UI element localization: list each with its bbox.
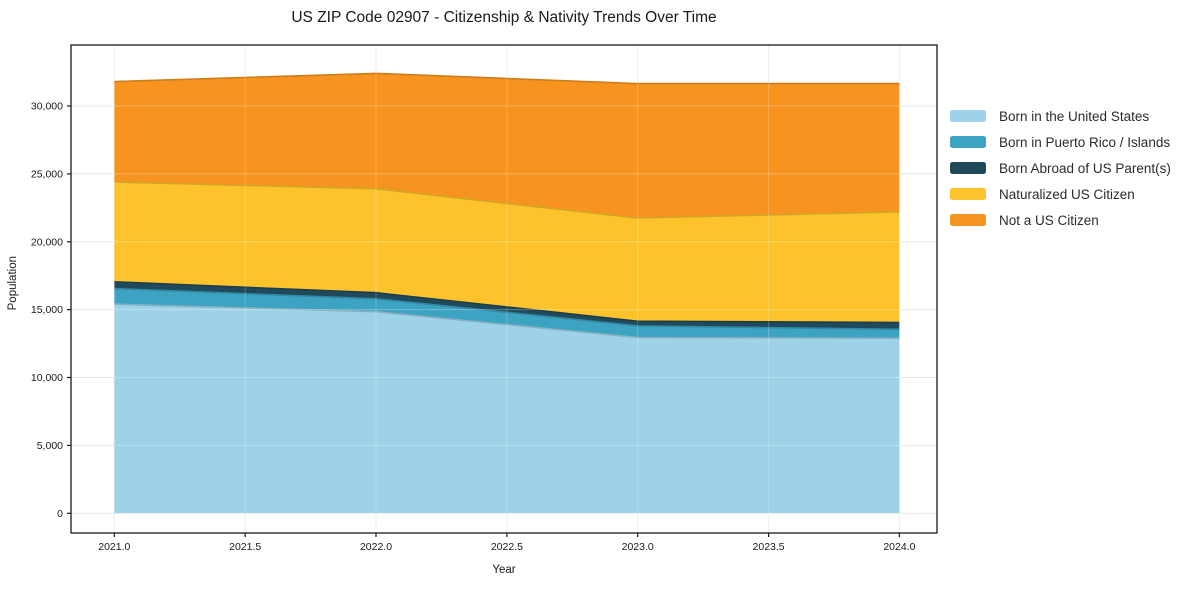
y-tick-label: 15,000 — [31, 304, 63, 316]
y-axis: 0 5,000 10,000 15,000 20,000 25,000 30,000 — [31, 101, 71, 520]
area-series-0 — [114, 304, 900, 514]
y-tick-label: 25,000 — [31, 168, 63, 180]
y-tick-label: 20,000 — [31, 236, 63, 248]
y-tick-label: 0 — [57, 508, 63, 520]
legend-swatch-icon — [950, 214, 986, 226]
x-tick-label: 2023.0 — [622, 541, 654, 553]
x-axis: 2021.0 2021.5 2022.0 2022.5 2023.0 2023.5 2024… — [98, 533, 916, 553]
legend-item-4: Not a US Citizen — [950, 207, 1171, 233]
plot-frame — [70, 44, 938, 534]
legend-swatch-icon — [950, 136, 986, 148]
area-series-4 — [114, 73, 900, 219]
legend-label: Naturalized US Citizen — [999, 186, 1135, 202]
legend-label: Born Abroad of US Parent(s) — [999, 160, 1171, 176]
chart-title: US ZIP Code 02907 - Citizenship & Nativi… — [291, 9, 717, 26]
area-series-2 — [114, 281, 900, 330]
legend-item-3: Naturalized US Citizen — [950, 181, 1171, 207]
legend-item-2: Born Abroad of US Parent(s) — [950, 155, 1171, 181]
stacked-areas — [114, 73, 900, 514]
x-tick-label: 2022.0 — [360, 541, 392, 553]
legend-swatch-icon — [950, 162, 986, 174]
legend-swatch-icon — [950, 188, 986, 200]
x-tick-label: 2021.5 — [229, 541, 261, 553]
y-tick-label: 5,000 — [37, 440, 63, 452]
x-axis-label: Year — [492, 564, 516, 576]
y-tick-label: 30,000 — [31, 101, 63, 113]
legend-label: Not a US Citizen — [999, 212, 1099, 228]
x-tick-label: 2021.0 — [98, 541, 130, 553]
x-tick-label: 2023.5 — [753, 541, 785, 553]
legend-swatch-icon — [950, 110, 986, 122]
y-tick-label: 10,000 — [31, 372, 63, 384]
x-tick-label: 2022.5 — [491, 541, 523, 553]
legend-label: Born in the United States — [999, 108, 1150, 124]
gridlines-overlay — [113, 45, 900, 533]
legend: Born in the United States Born in Puerto … — [950, 103, 1171, 233]
legend-label: Born in Puerto Rico / Islands — [999, 134, 1171, 150]
y-axis-label: Population — [7, 256, 19, 311]
x-tick-label: 2024.0 — [883, 541, 915, 553]
area-edges — [114, 72, 900, 340]
area-series-1 — [114, 288, 900, 339]
legend-item-0: Born in the United States — [950, 103, 1171, 129]
legend-item-1: Born in Puerto Rico / Islands — [950, 129, 1171, 155]
